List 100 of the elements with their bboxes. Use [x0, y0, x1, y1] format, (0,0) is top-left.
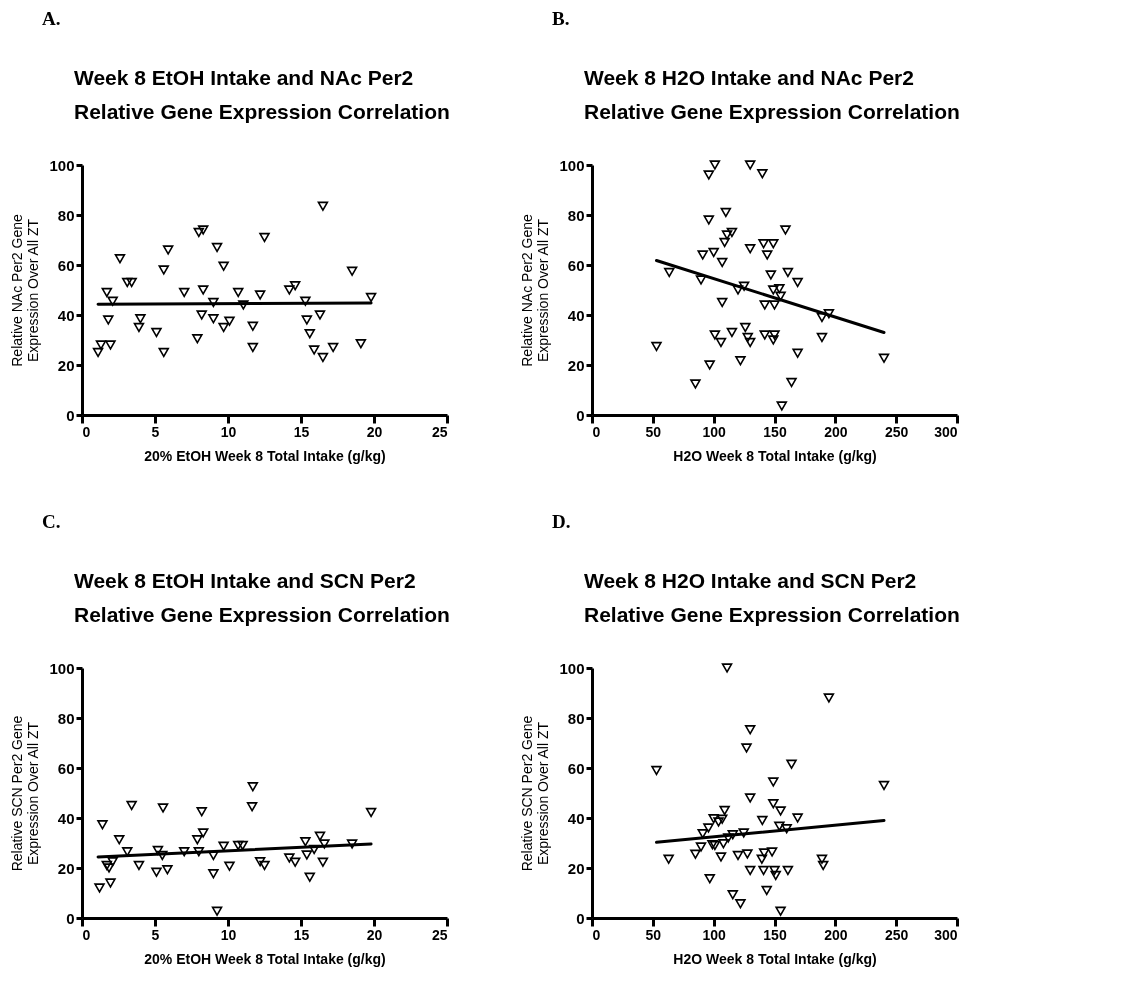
point: [121, 847, 133, 857]
point: [317, 352, 329, 363]
point: [766, 847, 778, 857]
point: [197, 285, 209, 295]
point: [817, 860, 829, 871]
point: [761, 885, 772, 896]
point: [732, 285, 744, 295]
point: [769, 300, 780, 310]
point: [365, 292, 377, 303]
text: A.: [42, 8, 61, 29]
point: [208, 850, 219, 861]
point: [786, 759, 797, 769]
point: [744, 337, 756, 348]
point: [816, 332, 828, 343]
point: [758, 239, 769, 249]
point: [151, 327, 162, 338]
y-tick-label: 0: [66, 406, 75, 424]
x-tick-label: 150: [763, 423, 787, 440]
x-tick-label: 20: [366, 423, 383, 440]
point: [651, 341, 662, 352]
point: [759, 330, 771, 340]
x-tick-label: 300: [934, 423, 958, 440]
point: [704, 874, 716, 884]
x-tick-label: 0: [82, 423, 91, 440]
point: [101, 287, 113, 298]
point: [782, 865, 794, 876]
point: [301, 315, 313, 325]
point: [346, 839, 358, 849]
point: [259, 860, 270, 871]
point: [157, 850, 168, 861]
point: [158, 265, 170, 275]
point: [232, 287, 244, 298]
point: [192, 334, 203, 344]
point: [759, 300, 771, 310]
point: [94, 883, 105, 893]
point: [726, 227, 738, 238]
x-tick-label: 25: [431, 423, 448, 440]
point: [133, 322, 145, 333]
point: [105, 878, 116, 888]
point: [355, 339, 367, 349]
point: [735, 356, 746, 366]
point: [709, 160, 721, 170]
point: [878, 353, 890, 363]
point: [218, 841, 229, 851]
x-axis-title: 20% EtOH Week 8 Total Intake (g/kg): [144, 950, 386, 967]
point: [781, 824, 792, 834]
point: [792, 813, 803, 823]
x-tick-label: 200: [824, 926, 848, 943]
x-tick-label: 300: [934, 926, 958, 943]
point: [196, 310, 207, 320]
point: [716, 257, 728, 268]
x-tick-label: 0: [82, 926, 91, 943]
point: [97, 820, 108, 830]
point: [157, 803, 169, 813]
point: [697, 250, 708, 260]
point: [327, 342, 339, 353]
text: C.: [42, 511, 61, 532]
x-tick-label: 10: [220, 423, 237, 440]
point: [758, 865, 769, 876]
y-tick-label: 20: [57, 356, 75, 374]
y-tick-label: 0: [66, 909, 75, 927]
point: [744, 865, 756, 876]
point: [792, 277, 803, 288]
point: [289, 281, 301, 291]
point: [757, 815, 768, 826]
point: [716, 297, 728, 308]
point: [103, 315, 114, 325]
point: [196, 807, 207, 817]
point: [708, 247, 719, 258]
point: [709, 330, 721, 340]
y-tick-label: 100: [49, 156, 75, 174]
y-tick-label: 60: [57, 759, 75, 777]
point: [314, 310, 326, 320]
point: [121, 277, 133, 288]
point: [741, 743, 752, 753]
y-axis-title: Relative SCN Per2 Gene Expression Over All ZT: [9, 715, 42, 872]
point: [768, 799, 779, 809]
y-tick-label: 60: [567, 256, 585, 274]
point: [770, 870, 781, 881]
point: [721, 230, 733, 240]
point: [193, 847, 205, 857]
y-tick-label: 80: [57, 709, 75, 727]
point: [768, 239, 779, 249]
point: [193, 227, 205, 238]
x-tick-label: 0: [592, 423, 601, 440]
y-tick-label: 60: [57, 256, 75, 274]
y-axis-title: Relative SCN Per2 Gene Expression Over All ZT: [519, 715, 552, 872]
y-axis-title: Relative NAc Per2 Gene Expression Over All ZT: [9, 214, 42, 367]
point: [126, 277, 137, 288]
point: [757, 169, 768, 179]
y-tick-label: 40: [567, 809, 585, 827]
y-tick-label: 40: [57, 809, 75, 827]
chart-title: Week 8 H2O Intake and SCN Per2 Relative Gene Expression Correlation: [584, 569, 960, 626]
x-axis-title: 20% EtOH Week 8 Total Intake (g/kg): [144, 447, 386, 464]
point: [259, 232, 270, 243]
y-tick-label: 80: [567, 709, 585, 727]
point: [224, 316, 235, 326]
point: [816, 854, 828, 864]
point: [744, 160, 756, 170]
point: [208, 869, 219, 879]
